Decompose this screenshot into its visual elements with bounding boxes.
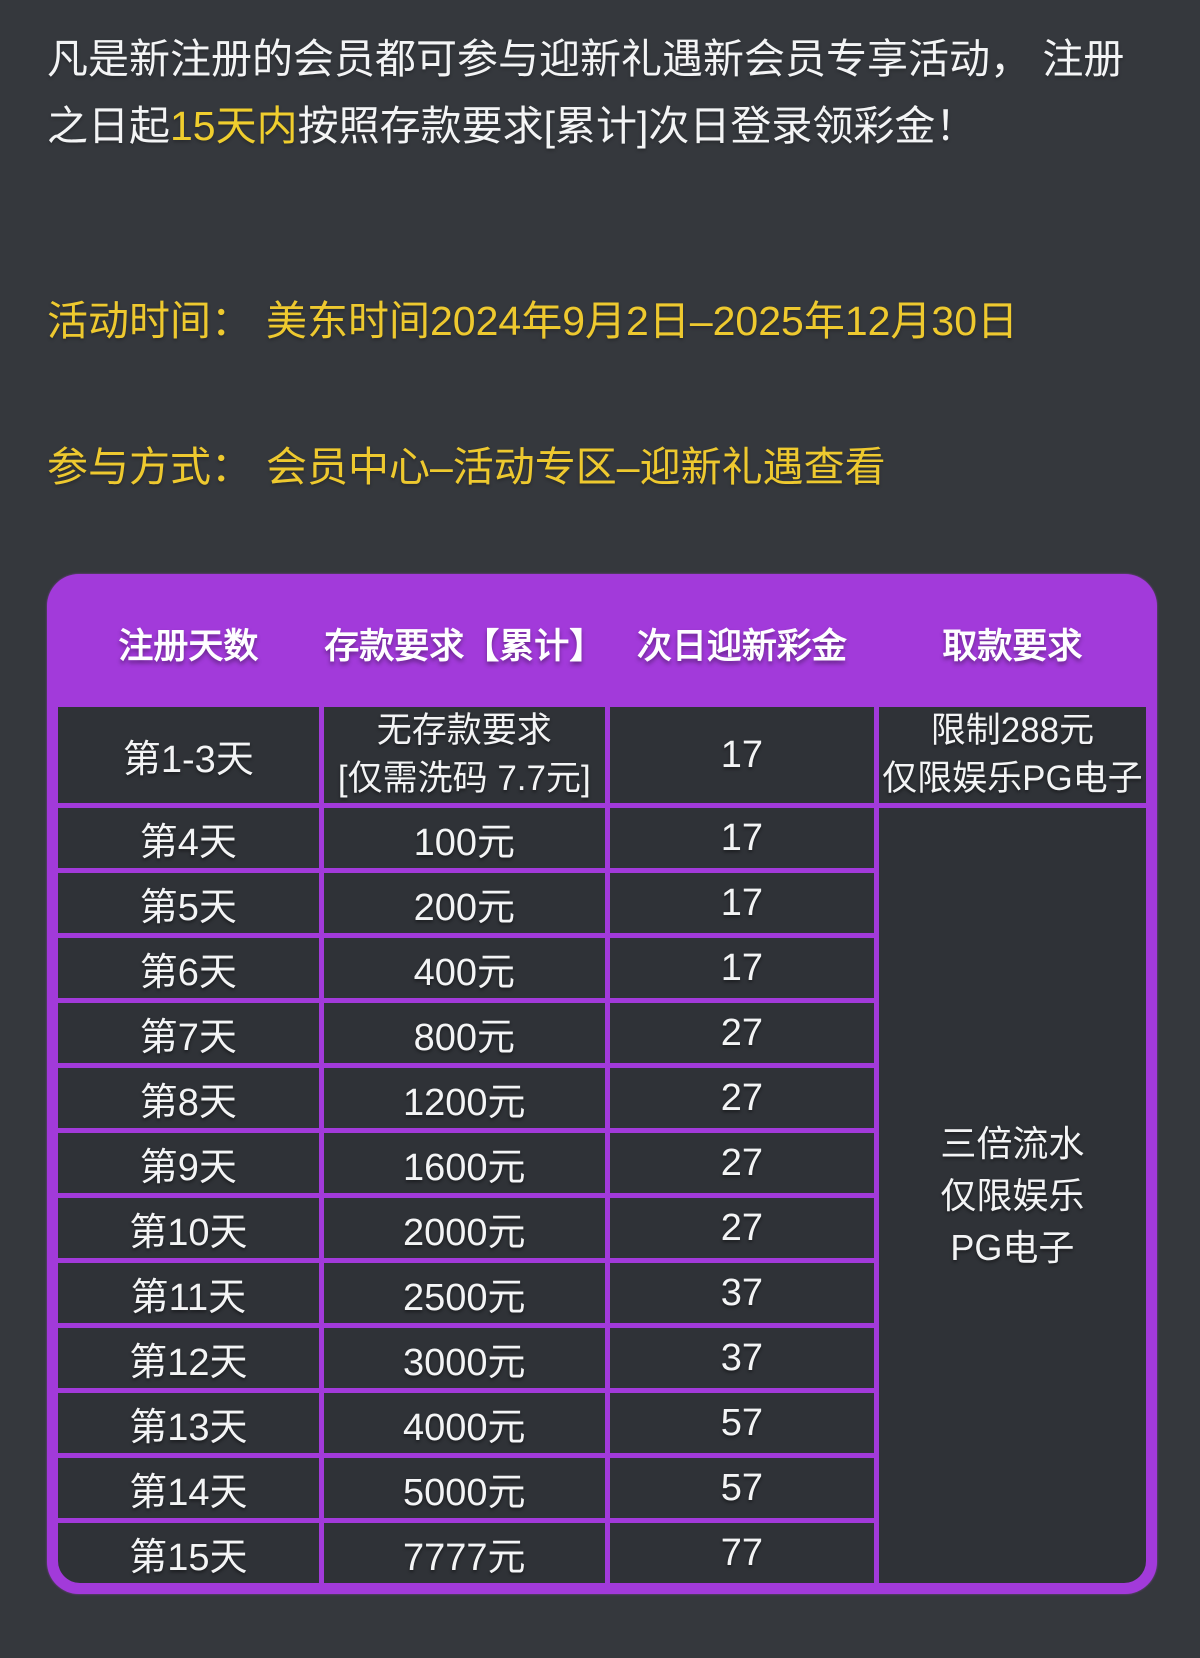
intro-paragraph: 凡是新注册的会员都可参与迎新礼遇新会员专享活动， 注册 之日起15天内按照存款要… xyxy=(47,26,1157,160)
intro-line-1: 凡是新注册的会员都可参与迎新礼遇新会员专享活动， 注册 xyxy=(47,36,1125,82)
cell-bonus: 27 xyxy=(609,1003,874,1063)
cell-day: 第14天 xyxy=(58,1458,319,1518)
event-time-label: 活动时间： xyxy=(47,298,252,344)
promo-table-frame: 注册天数 存款要求【累计】 次日迎新彩金 取款要求 第1-3天 无存款要求 [仅… xyxy=(47,574,1157,1594)
merged-line-1: 三倍流水 xyxy=(940,1122,1085,1164)
cell-deposit: 3000元 xyxy=(323,1328,605,1388)
intro-line-2-pre: 之日起 xyxy=(47,103,170,149)
deposit-line-1: 无存款要求 xyxy=(376,711,552,750)
cell-withdraw-merged: 三倍流水 仅限娱乐 PG电子 xyxy=(878,808,1146,1583)
cell-bonus: 17 xyxy=(609,938,874,998)
cell-day: 第11天 xyxy=(58,1263,319,1323)
table-row: 第13天 4000元 57 xyxy=(58,1393,1146,1453)
cell-day: 第10天 xyxy=(58,1198,319,1258)
table-row: 第5天 200元 17 xyxy=(58,873,1146,933)
cell-bonus: 37 xyxy=(609,1328,874,1388)
cell-day: 第5天 xyxy=(58,873,319,933)
table-row: 第12天 3000元 37 xyxy=(58,1328,1146,1388)
promo-table: 注册天数 存款要求【累计】 次日迎新彩金 取款要求 第1-3天 无存款要求 [仅… xyxy=(53,580,1151,1588)
cell-day: 第6天 xyxy=(58,938,319,998)
table-row: 第4天 100元 17 三倍流水 仅限娱乐 PG电子 xyxy=(58,808,1146,1583)
table-row: 第15天 7777元 77 xyxy=(58,1523,1146,1583)
intro-highlight-15-days: 15天内 xyxy=(170,103,298,149)
withdraw-line-1: 限制288元 xyxy=(930,711,1095,750)
table-row: 第7天 800元 27 xyxy=(58,1003,1146,1063)
cell-deposit: 400元 xyxy=(323,938,605,998)
deposit-line-2: [仅需洗码 7.7元] xyxy=(337,759,591,798)
header-withdraw-requirement: 取款要求 xyxy=(942,627,1083,666)
cell-deposit: 1600元 xyxy=(323,1133,605,1193)
cell-bonus: 37 xyxy=(609,1263,874,1323)
cell-day: 第9天 xyxy=(58,1133,319,1193)
cell-deposit: 7777元 xyxy=(323,1523,605,1583)
participation-value: 会员中心–活动专区–迎新礼遇查看 xyxy=(266,444,886,490)
table-row: 第11天 2500元 37 xyxy=(58,1263,1146,1323)
participation-label: 参与方式： xyxy=(47,444,252,490)
cell-deposit: 5000元 xyxy=(323,1458,605,1518)
cell-bonus: 17 xyxy=(609,707,874,803)
header-next-day-bonus: 次日迎新彩金 xyxy=(636,627,847,666)
table-row: 第1-3天 无存款要求 [仅需洗码 7.7元] 17 限制288元 仅限娱乐PG… xyxy=(58,707,1146,803)
cell-day: 第12天 xyxy=(58,1328,319,1388)
intro-line-2-post: 按照存款要求[累计]次日登录领彩金！ xyxy=(297,103,977,149)
cell-bonus: 27 xyxy=(609,1198,874,1258)
withdraw-line-2: 仅限娱乐PG电子 xyxy=(882,759,1143,798)
table-row: 第10天 2000元 27 xyxy=(58,1198,1146,1258)
cell-bonus: 27 xyxy=(609,1068,874,1128)
cell-deposit: 1200元 xyxy=(323,1068,605,1128)
cell-deposit: 2500元 xyxy=(323,1263,605,1323)
table-row: 第14天 5000元 57 xyxy=(58,1458,1146,1518)
cell-withdraw-first: 限制288元 仅限娱乐PG电子 xyxy=(878,707,1146,803)
cell-deposit: 2000元 xyxy=(323,1198,605,1258)
merged-line-2: 仅限娱乐 xyxy=(940,1174,1085,1216)
cell-bonus: 27 xyxy=(609,1133,874,1193)
cell-day: 第8天 xyxy=(58,1068,319,1128)
cell-day: 第4天 xyxy=(58,808,319,868)
table-row: 第8天 1200元 27 xyxy=(58,1068,1146,1128)
cell-bonus: 57 xyxy=(609,1458,874,1518)
table-row: 第6天 400元 17 xyxy=(58,938,1146,998)
table-row: 第9天 1600元 27 xyxy=(58,1133,1146,1193)
participation-line: 参与方式： 会员中心–活动专区–迎新礼遇查看 xyxy=(47,434,1157,500)
cell-day: 第15天 xyxy=(58,1523,319,1583)
cell-bonus: 57 xyxy=(609,1393,874,1453)
promo-page: 凡是新注册的会员都可参与迎新礼遇新会员专享活动， 注册 之日起15天内按照存款要… xyxy=(47,26,1157,1594)
cell-day: 第1-3天 xyxy=(58,707,319,803)
event-time-line: 活动时间： 美东时间2024年9月2日–2025年12月30日 xyxy=(47,288,1157,354)
cell-deposit: 200元 xyxy=(323,873,605,933)
merged-line-3: PG电子 xyxy=(950,1226,1075,1268)
cell-bonus: 77 xyxy=(609,1523,874,1583)
header-register-days: 注册天数 xyxy=(118,627,259,666)
cell-day: 第7天 xyxy=(58,1003,319,1063)
cell-bonus: 17 xyxy=(609,873,874,933)
table-header-row: 注册天数 存款要求【累计】 次日迎新彩金 取款要求 xyxy=(58,585,1146,702)
cell-deposit: 无存款要求 [仅需洗码 7.7元] xyxy=(323,707,605,803)
header-deposit-requirement: 存款要求【累计】 xyxy=(324,627,605,666)
event-time-value: 美东时间2024年9月2日–2025年12月30日 xyxy=(266,298,1019,344)
intro-line-2: 之日起15天内按照存款要求[累计]次日登录领彩金！ xyxy=(47,93,1157,160)
cell-bonus: 17 xyxy=(609,808,874,868)
cell-deposit: 100元 xyxy=(323,808,605,868)
cell-deposit: 4000元 xyxy=(323,1393,605,1453)
cell-day: 第13天 xyxy=(58,1393,319,1453)
cell-deposit: 800元 xyxy=(323,1003,605,1063)
